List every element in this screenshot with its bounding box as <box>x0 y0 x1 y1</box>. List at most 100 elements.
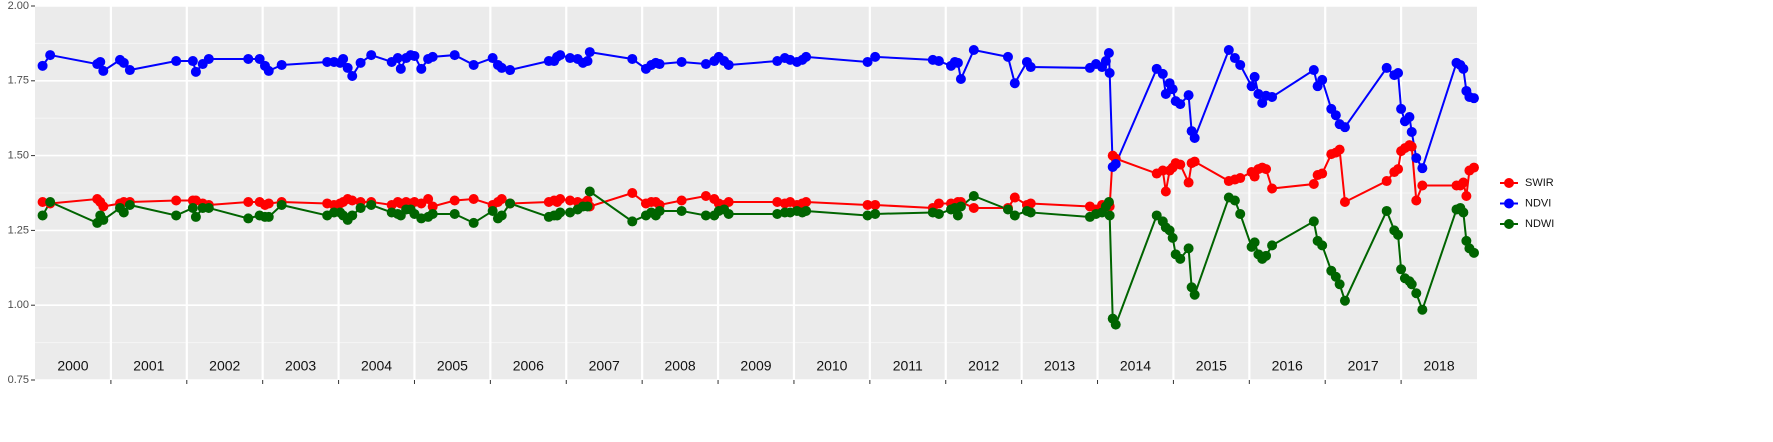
data-point <box>582 201 593 212</box>
data-point <box>366 50 377 61</box>
data-point <box>1411 195 1422 206</box>
data-point <box>1009 210 1020 221</box>
year-label: 2003 <box>285 358 316 374</box>
data-point <box>955 74 966 85</box>
data-point <box>968 202 979 213</box>
data-point <box>1381 62 1392 73</box>
data-point <box>124 199 135 210</box>
data-point <box>801 205 812 216</box>
data-point <box>1468 93 1479 104</box>
data-point <box>1317 240 1328 251</box>
data-point <box>37 60 48 71</box>
data-point <box>427 208 438 219</box>
data-point <box>676 195 687 206</box>
data-point <box>700 210 711 221</box>
data-point <box>1025 62 1036 73</box>
data-point <box>505 198 516 209</box>
data-point <box>1339 122 1350 133</box>
data-point <box>627 53 638 64</box>
year-label: 2015 <box>1196 358 1227 374</box>
data-point <box>933 208 944 219</box>
data-point <box>1393 164 1404 175</box>
data-point <box>1339 295 1350 306</box>
year-label: 2000 <box>57 358 88 374</box>
year-label: 2007 <box>589 358 620 374</box>
year-label: 2010 <box>816 358 847 374</box>
data-point <box>487 53 498 64</box>
data-point <box>700 190 711 201</box>
data-point <box>870 51 881 62</box>
year-label: 2013 <box>1044 358 1075 374</box>
data-point <box>449 195 460 206</box>
data-point <box>118 207 129 218</box>
year-label: 2016 <box>1272 358 1303 374</box>
data-point <box>449 50 460 61</box>
data-point <box>1110 319 1121 330</box>
data-point <box>37 210 48 221</box>
data-point <box>870 208 881 219</box>
data-point <box>555 193 566 204</box>
data-point <box>98 65 109 76</box>
data-point <box>98 214 109 225</box>
data-point <box>416 63 427 74</box>
data-point <box>1157 165 1168 176</box>
data-point <box>676 205 687 216</box>
legend-label: SWIR <box>1525 177 1554 189</box>
year-label: 2011 <box>893 358 923 374</box>
data-point <box>801 51 812 62</box>
data-point <box>1157 68 1168 79</box>
data-point <box>37 196 48 207</box>
data-point <box>1330 110 1341 121</box>
data-point <box>1267 91 1278 102</box>
data-point <box>187 56 198 67</box>
data-point <box>1339 196 1350 207</box>
data-point <box>1235 208 1246 219</box>
data-point <box>347 71 358 82</box>
year-label: 2017 <box>1348 358 1379 374</box>
data-point <box>584 186 595 197</box>
year-label: 2012 <box>968 358 999 374</box>
data-point <box>1381 205 1392 216</box>
data-point <box>1229 53 1240 64</box>
data-point <box>1411 152 1422 163</box>
data-point <box>1308 216 1319 227</box>
data-point <box>1253 88 1264 99</box>
data-point <box>676 56 687 67</box>
data-point <box>772 56 783 67</box>
year-label: 2004 <box>361 358 392 374</box>
legend-key <box>1504 219 1514 229</box>
data-point <box>496 193 507 204</box>
data-point <box>1186 282 1197 293</box>
data-point <box>1183 177 1194 188</box>
data-point <box>1406 141 1417 152</box>
data-point <box>1167 232 1178 243</box>
data-point <box>1002 51 1013 62</box>
year-label: 2018 <box>1423 358 1454 374</box>
data-point <box>366 199 377 210</box>
data-point <box>1417 180 1428 191</box>
data-point <box>276 59 287 70</box>
data-point <box>505 65 516 76</box>
data-point <box>449 208 460 219</box>
data-point <box>933 198 944 209</box>
data-point <box>468 59 479 70</box>
data-point <box>1396 103 1407 114</box>
data-point <box>1317 74 1328 85</box>
data-point <box>347 210 358 221</box>
y-tick-label: 1.25 <box>8 224 29 236</box>
data-point <box>1175 159 1186 170</box>
data-point <box>1189 289 1200 300</box>
data-point <box>723 196 734 207</box>
data-point <box>1267 240 1278 251</box>
data-point <box>952 57 963 68</box>
data-point <box>1330 271 1341 282</box>
data-point <box>1406 279 1417 290</box>
data-point <box>1404 112 1415 123</box>
y-tick-label: 0.75 <box>8 374 29 386</box>
data-point <box>98 201 109 212</box>
data-point <box>243 53 254 64</box>
y-tick-label: 1.75 <box>8 75 29 87</box>
data-point <box>565 53 576 64</box>
data-point <box>1009 78 1020 89</box>
